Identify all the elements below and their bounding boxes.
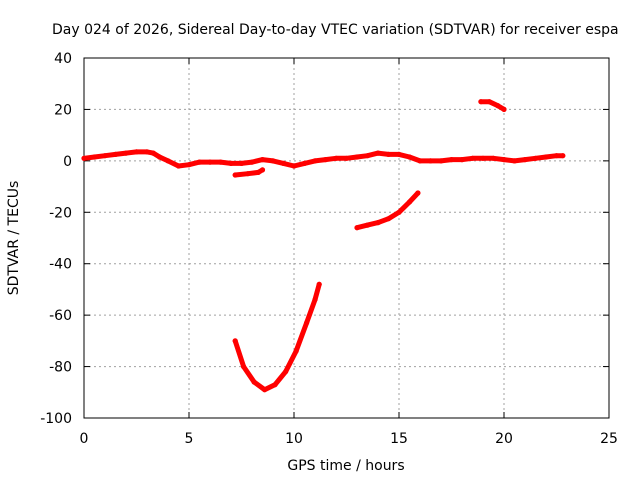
data-point xyxy=(501,106,507,112)
data-point xyxy=(196,159,203,165)
data-point xyxy=(333,155,339,161)
data-point xyxy=(478,99,484,105)
data-point xyxy=(255,169,261,175)
plot-frame xyxy=(83,57,610,419)
data-point xyxy=(312,158,318,164)
series-group xyxy=(81,99,566,393)
data-point xyxy=(102,153,108,159)
data-point xyxy=(262,387,268,393)
data-point xyxy=(385,216,392,222)
data-point xyxy=(228,160,234,166)
data-point xyxy=(112,151,119,157)
data-point xyxy=(448,157,455,163)
data-point xyxy=(304,320,310,326)
data-point xyxy=(150,150,156,156)
data-point xyxy=(91,154,98,160)
data-point xyxy=(490,155,497,161)
data-point xyxy=(396,151,402,157)
data-point xyxy=(427,158,434,164)
data-point xyxy=(245,171,251,177)
data-point xyxy=(280,160,287,166)
data-point xyxy=(283,369,289,375)
data-point xyxy=(144,149,150,155)
data-point xyxy=(415,190,421,196)
data-point xyxy=(133,149,140,155)
data-point xyxy=(165,158,171,164)
y-axis-label: SDTVAR / TECUs xyxy=(6,181,22,296)
data-point xyxy=(532,155,539,161)
data-point xyxy=(157,154,163,160)
x-tick-label: 15 xyxy=(390,431,408,447)
data-point xyxy=(238,160,245,166)
data-point xyxy=(207,159,213,165)
x-tick-label: 0 xyxy=(80,431,89,447)
data-point xyxy=(486,99,492,105)
axis-ticks: 0 5 10 15 20 25 -100 -80 -60 -40 -20 0 20 40 xyxy=(40,51,618,447)
x-tick-label: 10 xyxy=(285,431,303,447)
data-point xyxy=(232,338,238,344)
y-tick-label: 40 xyxy=(54,51,72,67)
x-tick-label: 5 xyxy=(185,431,194,447)
data-point xyxy=(480,155,486,161)
data-point xyxy=(251,379,257,385)
data-point xyxy=(354,154,360,160)
data-point xyxy=(232,172,238,178)
data-point xyxy=(322,157,329,163)
data-point xyxy=(459,157,465,163)
data-point xyxy=(364,222,371,228)
data-point xyxy=(406,154,413,160)
data-point xyxy=(217,159,224,165)
series-segment-c-line xyxy=(354,190,421,231)
data-point xyxy=(301,160,308,166)
x-tick-label: 25 xyxy=(600,431,618,447)
data-point xyxy=(560,153,566,159)
data-point xyxy=(81,155,87,161)
data-point xyxy=(364,153,371,159)
data-point xyxy=(354,225,360,231)
chart-title: Day 024 of 2026, Sidereal Day-to-day VTE… xyxy=(52,22,619,38)
data-point xyxy=(553,153,560,159)
series-segment-b-line xyxy=(232,281,322,393)
data-point xyxy=(511,158,518,164)
grid xyxy=(84,58,609,418)
data-point xyxy=(375,220,381,226)
data-point xyxy=(272,382,278,388)
data-point xyxy=(543,154,549,160)
y-tick-label: -60 xyxy=(49,308,72,324)
y-tick-label: -100 xyxy=(40,411,72,427)
data-point xyxy=(375,150,381,156)
data-point xyxy=(385,151,392,157)
series-segment-d-line xyxy=(478,99,507,112)
data-point xyxy=(495,103,501,109)
data-point xyxy=(270,158,276,164)
data-point xyxy=(291,163,297,169)
data-point xyxy=(469,155,476,161)
y-tick-label: 20 xyxy=(54,102,72,118)
data-point xyxy=(316,281,322,287)
data-point xyxy=(438,158,444,164)
data-point xyxy=(249,159,255,165)
data-point xyxy=(417,158,423,164)
data-point xyxy=(259,157,266,163)
data-point xyxy=(186,162,192,168)
y-tick-label: -40 xyxy=(49,257,72,273)
data-point xyxy=(522,157,528,163)
x-tick-label: 20 xyxy=(495,431,513,447)
data-point xyxy=(175,163,182,169)
y-tick-label: -20 xyxy=(49,205,72,221)
data-point xyxy=(343,155,350,161)
data-point xyxy=(259,167,266,173)
data-point xyxy=(312,297,318,303)
data-point xyxy=(241,364,247,370)
y-tick-label: -80 xyxy=(49,360,72,376)
data-point xyxy=(123,150,129,156)
data-point xyxy=(406,199,413,205)
y-tick-label: 0 xyxy=(63,154,72,170)
data-point xyxy=(501,157,507,163)
data-point xyxy=(396,209,402,215)
data-point xyxy=(293,348,299,354)
x-axis-label: GPS time / hours xyxy=(287,458,404,474)
